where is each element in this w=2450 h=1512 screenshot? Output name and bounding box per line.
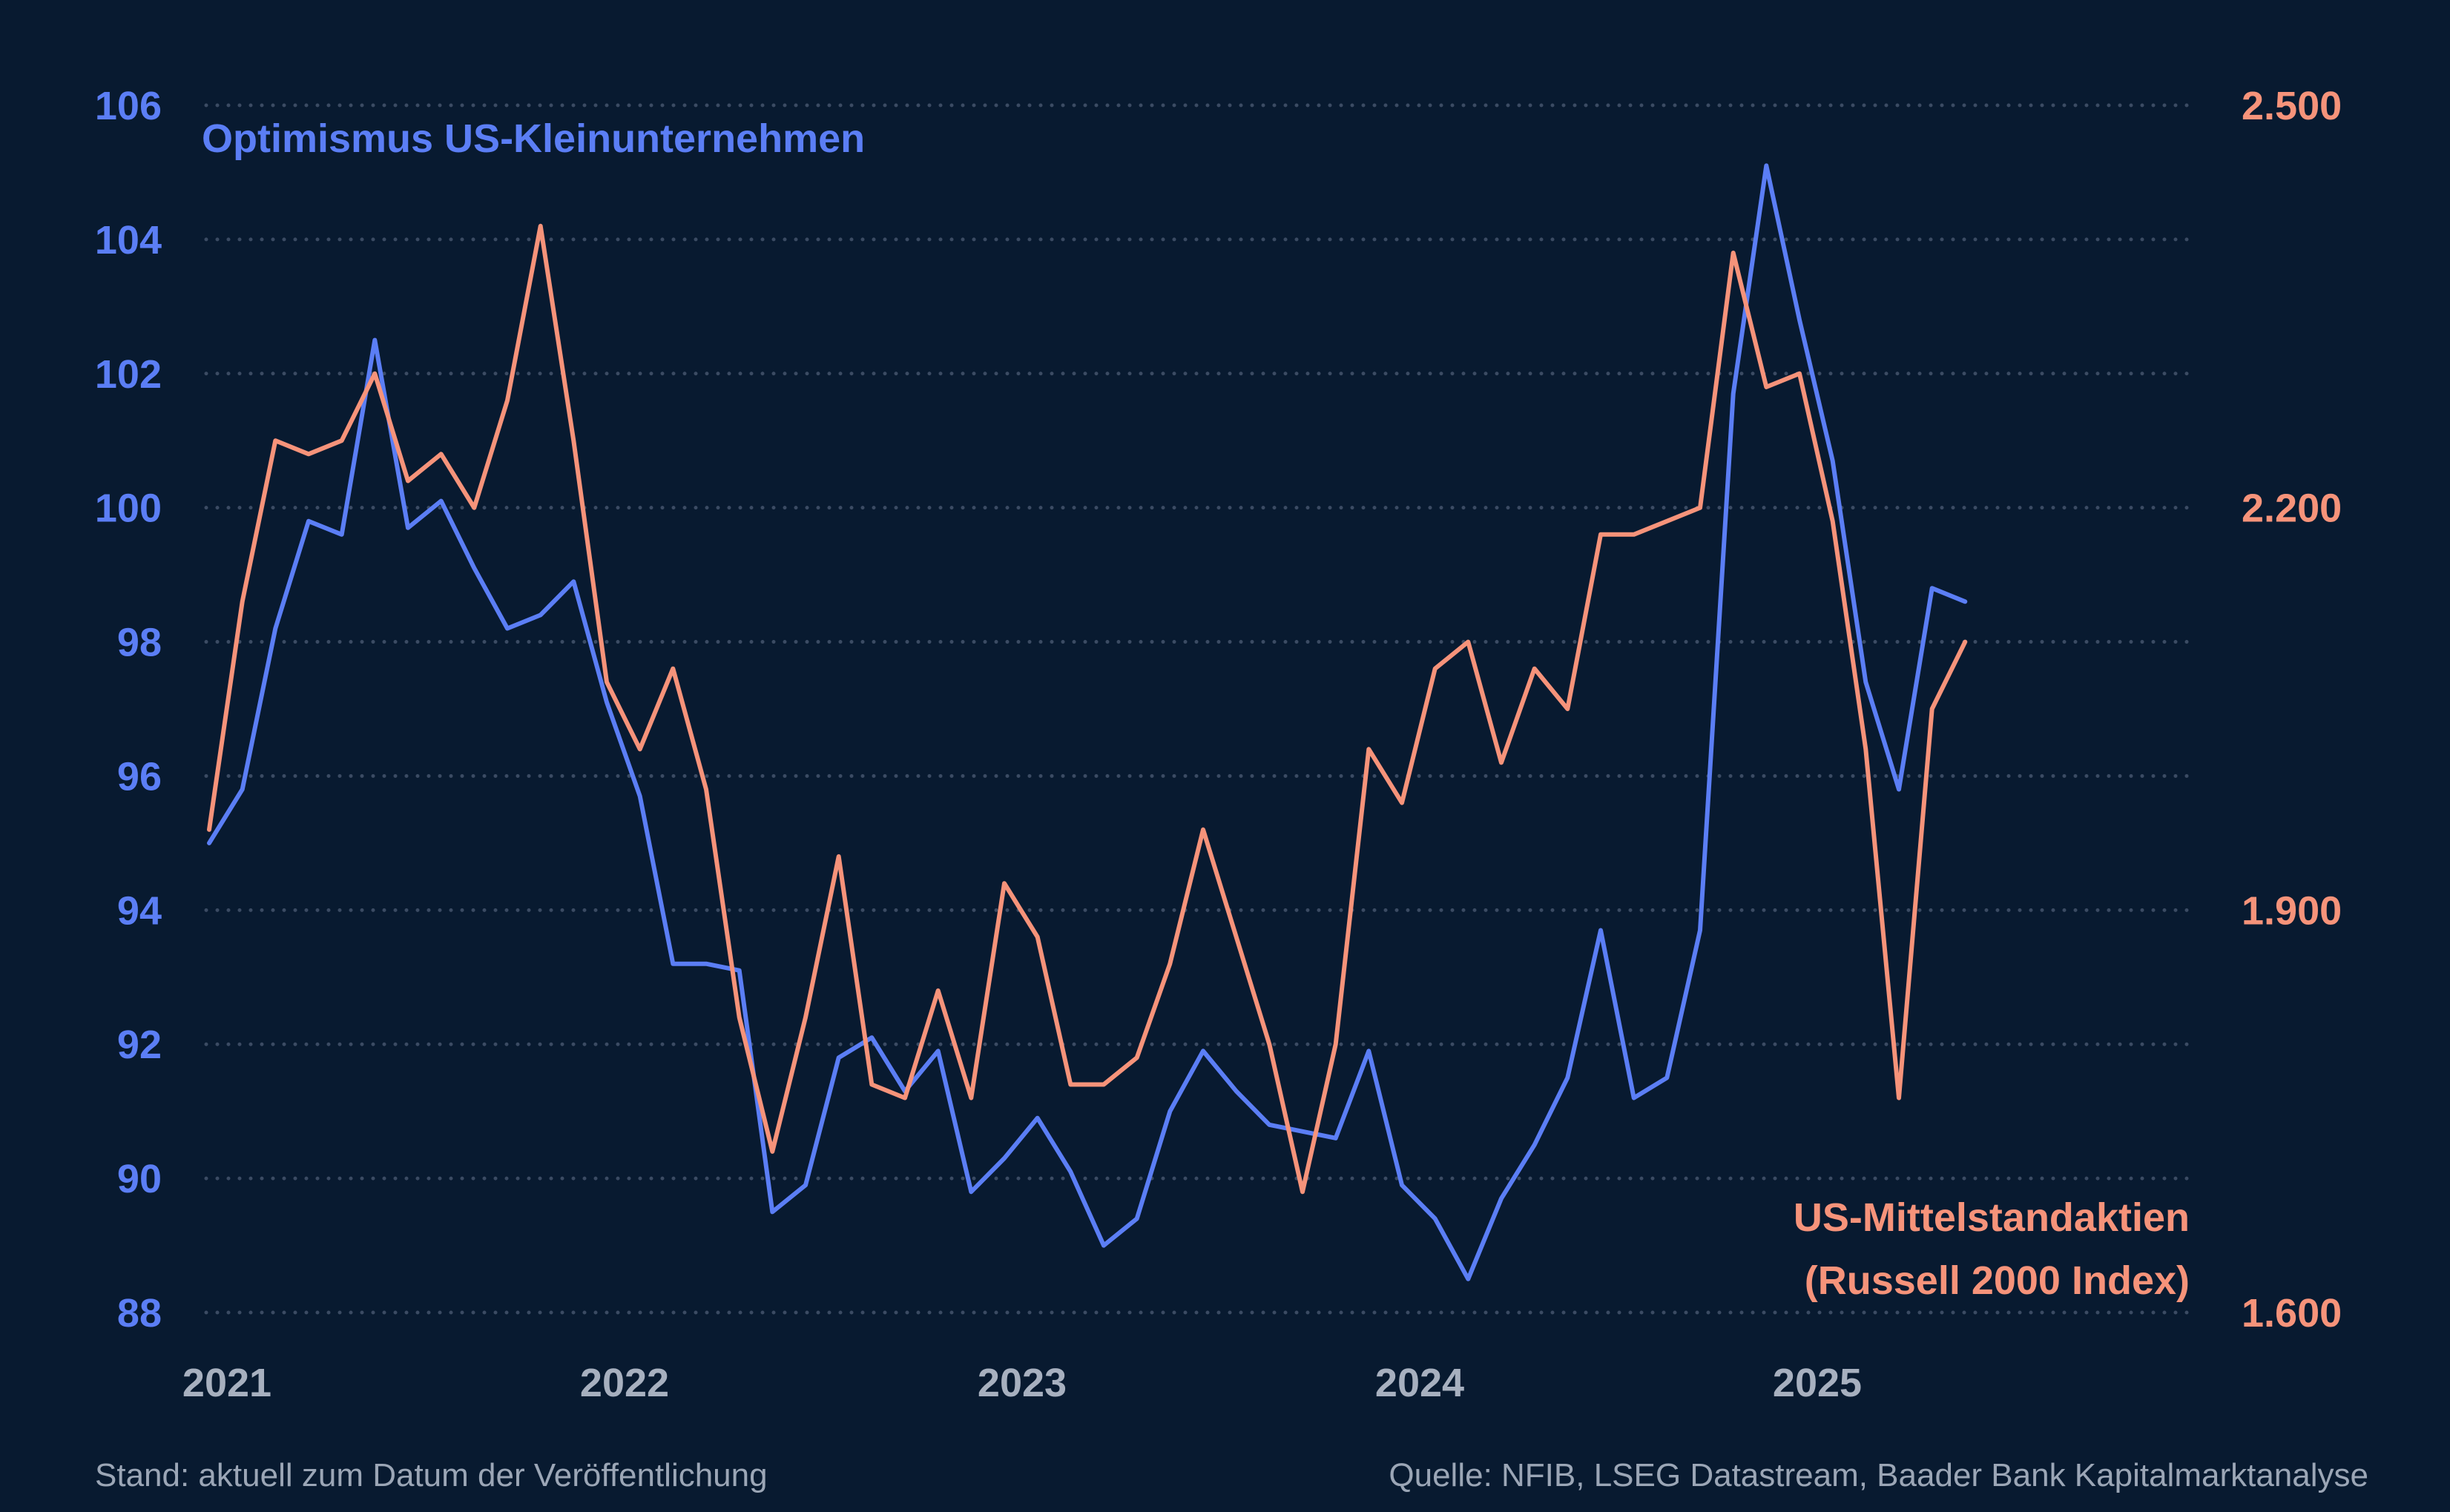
grid-lines — [204, 103, 2190, 1315]
x-axis-tick-label: 2022 — [580, 1361, 669, 1405]
right-series-label-line1: US-Mittelstandaktien — [1794, 1195, 2190, 1240]
footer-source: Quelle: NFIB, LSEG Datastream, Baader Ba… — [1389, 1457, 2368, 1493]
series-line-russell-2000 — [207, 223, 1968, 1195]
left-axis-tick-label: 100 — [95, 486, 162, 531]
left-axis-tick-label: 102 — [95, 352, 162, 397]
right-axis-tick-label: 2.500 — [2242, 84, 2342, 128]
series-line-optimismus — [207, 163, 1968, 1281]
x-axis-tick-label: 2024 — [1375, 1361, 1464, 1405]
series-lines — [207, 163, 1968, 1281]
left-axis-tick-label: 96 — [117, 754, 162, 799]
footer-stand: Stand: aktuell zum Datum der Veröffentli… — [95, 1457, 768, 1493]
right-axis-tick-label: 2.200 — [2242, 486, 2342, 531]
right-series-label-line2: (Russell 2000 Index) — [1805, 1258, 2190, 1303]
left-axis-tick-label: 88 — [117, 1291, 162, 1336]
right-axis-tick-label: 1.900 — [2242, 888, 2342, 933]
x-axis-tick-label: 2021 — [182, 1361, 271, 1405]
left-axis-tick-label: 94 — [117, 888, 162, 933]
left-axis-tick-label: 106 — [95, 84, 162, 128]
x-axis-ticks: 2021 2022 2023 2024 2025 — [182, 1361, 1862, 1405]
left-series-label: Optimismus US-Kleinunternehmen — [202, 116, 865, 161]
left-axis-tick-label: 90 — [117, 1157, 162, 1201]
left-axis-ticks: 106 104 102 100 98 96 94 92 90 88 — [95, 84, 162, 1336]
left-axis-tick-label: 104 — [95, 218, 162, 263]
left-axis-tick-label: 98 — [117, 621, 162, 665]
right-axis-ticks: 2.500 2.200 1.900 1.600 — [2242, 84, 2342, 1336]
x-axis-tick-label: 2023 — [978, 1361, 1067, 1405]
x-axis-tick-label: 2025 — [1773, 1361, 1862, 1405]
right-axis-tick-label: 1.600 — [2242, 1291, 2342, 1336]
left-axis-tick-label: 92 — [117, 1023, 162, 1067]
